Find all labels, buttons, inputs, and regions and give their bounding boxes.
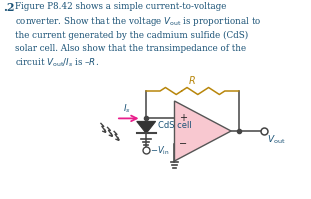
Text: $I_s$: $I_s$ (123, 103, 131, 115)
Text: CdS cell: CdS cell (157, 121, 191, 130)
Text: Figure P8.42 shows a simple current-to-voltage
converter. Show that the voltage : Figure P8.42 shows a simple current-to-v… (15, 2, 261, 69)
Text: −: − (179, 139, 187, 149)
Polygon shape (137, 121, 156, 133)
Text: $R$: $R$ (188, 74, 196, 86)
Text: .2: .2 (3, 2, 14, 13)
Text: $V_{\mathrm{out}}$: $V_{\mathrm{out}}$ (267, 134, 285, 146)
Polygon shape (174, 101, 231, 161)
Text: +: + (179, 113, 187, 123)
Text: $-V_{\mathrm{in}}$: $-V_{\mathrm{in}}$ (150, 144, 169, 157)
